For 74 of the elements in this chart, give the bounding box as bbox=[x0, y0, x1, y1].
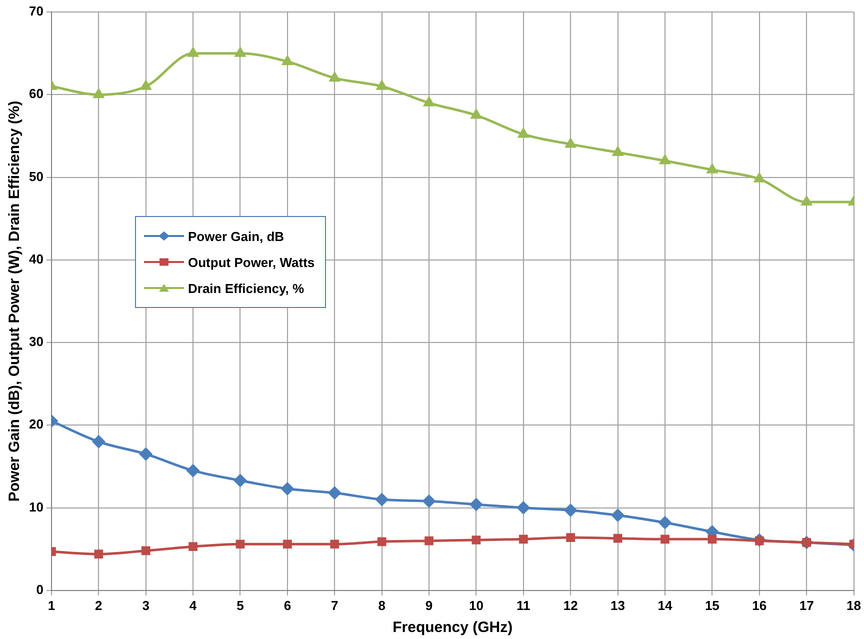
x-tick-label: 8 bbox=[378, 598, 386, 613]
point bbox=[472, 536, 481, 544]
point bbox=[283, 540, 292, 549]
point bbox=[612, 146, 623, 156]
x-tick-label: 9 bbox=[425, 598, 433, 613]
x-tick-label: 10 bbox=[468, 598, 484, 613]
x-tick-label: 5 bbox=[236, 598, 244, 613]
x-tick-label: 14 bbox=[658, 598, 673, 613]
legend-label: Output Power, Watts bbox=[188, 254, 315, 270]
x-axis-title: Frequency (GHz) bbox=[392, 619, 513, 636]
point bbox=[801, 196, 812, 206]
point bbox=[612, 508, 624, 522]
point bbox=[564, 504, 577, 516]
point bbox=[471, 110, 482, 119]
point bbox=[92, 435, 105, 448]
point bbox=[282, 56, 293, 66]
x-tick-label: 17 bbox=[799, 598, 814, 613]
x-tick-label: 16 bbox=[752, 598, 767, 613]
point bbox=[422, 494, 436, 508]
point bbox=[328, 486, 341, 500]
x-tick-label: 11 bbox=[516, 598, 530, 613]
y-tick-label: 20 bbox=[28, 416, 44, 432]
point bbox=[754, 173, 765, 182]
y-tick-label: 30 bbox=[28, 334, 44, 350]
point bbox=[658, 516, 672, 529]
point bbox=[424, 536, 434, 546]
point bbox=[518, 534, 528, 544]
point bbox=[376, 493, 388, 506]
point bbox=[613, 534, 622, 543]
point bbox=[566, 533, 576, 542]
point bbox=[424, 97, 434, 106]
point bbox=[660, 154, 670, 164]
point bbox=[281, 482, 294, 496]
point bbox=[707, 164, 718, 174]
point bbox=[234, 474, 246, 487]
legend-label: Power Gain, dB bbox=[188, 228, 284, 244]
point bbox=[708, 534, 717, 544]
y-tick-label: 40 bbox=[28, 251, 44, 266]
point bbox=[517, 502, 530, 514]
point bbox=[377, 537, 386, 546]
y-tick-label: 70 bbox=[28, 4, 44, 19]
point bbox=[235, 48, 246, 57]
x-tick-label: 1 bbox=[48, 598, 56, 613]
x-tick-label: 6 bbox=[284, 598, 292, 613]
x-tick-label: 4 bbox=[189, 598, 198, 613]
point bbox=[236, 540, 245, 549]
point bbox=[376, 80, 387, 90]
x-tick-label: 13 bbox=[610, 598, 626, 613]
x-tick-label: 12 bbox=[563, 598, 578, 613]
point bbox=[188, 48, 198, 57]
point bbox=[470, 498, 482, 511]
point bbox=[330, 540, 340, 549]
point bbox=[94, 550, 104, 558]
y-tick-label: 50 bbox=[28, 168, 44, 184]
point bbox=[94, 88, 104, 98]
legend-label: Drain Efficiency, % bbox=[188, 280, 304, 296]
point bbox=[140, 80, 151, 90]
x-tick-label: 3 bbox=[142, 598, 150, 613]
point bbox=[660, 534, 670, 544]
point bbox=[141, 546, 150, 556]
point bbox=[186, 464, 200, 477]
point bbox=[140, 448, 152, 460]
x-tick-label: 7 bbox=[331, 598, 338, 613]
point bbox=[565, 138, 576, 148]
x-tick-label: 18 bbox=[846, 598, 862, 613]
y-tick-label: 0 bbox=[36, 582, 44, 597]
x-tick-label: 2 bbox=[95, 598, 102, 613]
x-tick-label: 15 bbox=[704, 598, 720, 613]
point bbox=[518, 128, 529, 138]
y-axis-title: Power Gain (dB), Output Power (W), Drain Efficiency (%) bbox=[6, 100, 24, 502]
y-tick-label: 60 bbox=[28, 86, 44, 102]
point bbox=[188, 542, 198, 552]
point bbox=[329, 72, 340, 82]
y-tick-label: 10 bbox=[28, 499, 44, 514]
